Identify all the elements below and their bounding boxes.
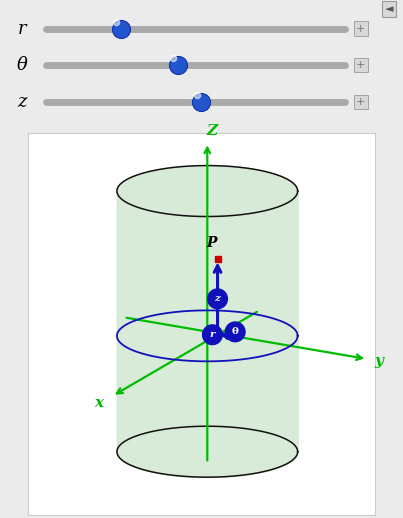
Circle shape — [208, 289, 227, 309]
Text: r: r — [210, 330, 215, 339]
Polygon shape — [117, 166, 298, 217]
Text: θ: θ — [232, 327, 239, 336]
Circle shape — [225, 322, 245, 342]
Text: Z: Z — [206, 124, 218, 138]
Text: +: + — [356, 24, 366, 34]
Text: z: z — [215, 294, 220, 304]
Text: r: r — [18, 20, 27, 38]
Text: y: y — [374, 354, 383, 368]
Text: z: z — [17, 93, 27, 111]
Text: θ: θ — [17, 56, 27, 74]
Text: P: P — [207, 236, 217, 250]
Text: +: + — [356, 97, 366, 107]
Text: x: x — [94, 396, 103, 410]
Circle shape — [203, 325, 222, 344]
Polygon shape — [117, 426, 298, 477]
Text: ◄: ◄ — [384, 4, 393, 14]
Text: +: + — [356, 60, 366, 70]
